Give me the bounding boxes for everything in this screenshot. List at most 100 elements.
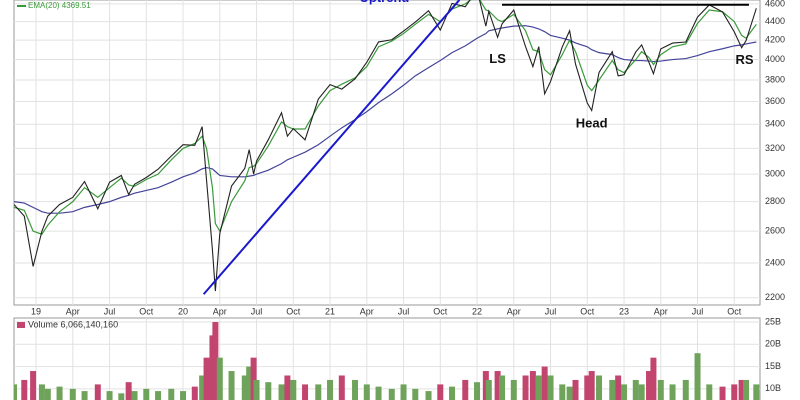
volume-bar — [253, 379, 260, 400]
y-tick-label: 4600 — [765, 0, 785, 8]
volume-bar — [180, 391, 187, 400]
volume-bar — [657, 379, 664, 400]
volume-bar — [118, 393, 125, 400]
x-tick-label: Jul — [692, 306, 704, 316]
volume-bar — [638, 384, 645, 400]
volume-bar — [522, 375, 529, 400]
volume-bar — [315, 384, 322, 400]
x-tick-label: Oct — [286, 306, 301, 316]
legend-swatch — [17, 322, 25, 328]
volume-bar — [143, 388, 150, 400]
x-tick-label: 20 — [178, 306, 188, 316]
volume-bar — [81, 391, 88, 400]
volume-bar — [125, 382, 132, 400]
volume-bar — [494, 371, 501, 400]
x-tick-label: Apr — [66, 306, 80, 316]
volume-bar — [363, 384, 370, 400]
volume-bar — [94, 384, 101, 400]
volume-bar — [131, 391, 138, 400]
volume-bar — [412, 388, 419, 400]
volume-bar — [388, 388, 395, 400]
x-tick-label: Oct — [433, 306, 448, 316]
volume-bar — [474, 382, 481, 400]
y-tick-label: 3800 — [765, 74, 785, 84]
volume-bar — [228, 371, 235, 400]
volume-bar — [69, 388, 76, 400]
volume-bar — [559, 384, 566, 400]
volume-bar — [499, 375, 506, 400]
volume-bar — [706, 384, 713, 400]
y-tick-label: 2200 — [765, 292, 785, 302]
y-tick-label: 2400 — [765, 257, 785, 267]
volume-bar — [241, 375, 248, 400]
volume-bar — [327, 379, 334, 400]
x-tick-label: Apr — [213, 306, 227, 316]
volume-bar — [694, 353, 701, 400]
volume-bar — [250, 357, 257, 400]
x-tick-label: Apr — [507, 306, 521, 316]
volume-bar — [265, 382, 272, 400]
volume-tick-label: 15B — [765, 361, 781, 371]
y-tick-label: 3200 — [765, 143, 785, 153]
volume-bar — [352, 379, 359, 400]
volume-bar — [30, 371, 37, 400]
x-tick-label: Jul — [104, 306, 116, 316]
x-tick-label: Oct — [139, 306, 154, 316]
x-tick-label: Oct — [727, 306, 742, 316]
volume-bars — [14, 322, 760, 400]
annotation: RS — [736, 52, 754, 67]
legend-label: EMA(20) 4369.51 — [28, 1, 91, 10]
x-tick-label: 19 — [31, 306, 41, 316]
volume-bar — [290, 379, 297, 400]
volume-bar — [650, 357, 657, 400]
volume-bar — [155, 391, 162, 400]
x-tick-label: Oct — [580, 306, 595, 316]
x-tick-label: Jul — [398, 306, 410, 316]
volume-tick-label: 20B — [765, 339, 781, 349]
trend-line — [202, 0, 461, 295]
volume-bar — [400, 384, 407, 400]
labels: 2200 2400 2600 2800 3000 3200 3400 3600 3800 4000… — [17, 0, 785, 393]
volume-bar — [56, 386, 63, 400]
volume-bar — [485, 379, 492, 400]
volume-bar — [284, 375, 291, 400]
volume-bar — [449, 386, 456, 400]
y-tick-label: 3600 — [765, 96, 785, 106]
volume-bar — [212, 322, 219, 400]
x-tick-label: Apr — [360, 306, 374, 316]
volume-bar — [621, 384, 628, 400]
y-tick-label: 4000 — [765, 54, 785, 64]
volume-bar — [572, 379, 579, 400]
volume-bar — [38, 384, 45, 400]
volume-label: Volume 6,066,140,160 — [28, 319, 118, 329]
series-line — [14, 0, 757, 292]
volume-bar — [21, 379, 28, 400]
volume-bar — [191, 386, 198, 400]
volume-bar — [669, 384, 676, 400]
annotation: Head — [576, 116, 608, 131]
volume-bar — [632, 379, 639, 400]
y-tick-label: 2600 — [765, 226, 785, 236]
volume-tick-label: 25B — [765, 316, 781, 326]
volume-bar — [437, 384, 444, 400]
volume-bar — [541, 366, 548, 400]
volume-bar — [199, 375, 206, 400]
volume-tick-label: 10B — [765, 383, 781, 393]
plot-area — [14, 0, 757, 295]
volume-bar — [168, 388, 175, 400]
y-tick-label: 3400 — [765, 119, 785, 129]
x-tick-label: Jul — [545, 306, 557, 316]
volume-bar — [566, 386, 573, 400]
volume-bar — [609, 379, 616, 400]
y-tick-label: 4400 — [765, 16, 785, 26]
volume-bar — [14, 384, 17, 400]
volume-bar — [584, 375, 591, 400]
y-tick-label: 2800 — [765, 196, 785, 206]
volume-bar — [646, 371, 653, 400]
volume-bar — [535, 375, 542, 400]
volume-bar — [719, 386, 726, 400]
volume-bar — [425, 391, 432, 400]
series-line — [14, 25, 757, 214]
volume-bar — [588, 371, 595, 400]
